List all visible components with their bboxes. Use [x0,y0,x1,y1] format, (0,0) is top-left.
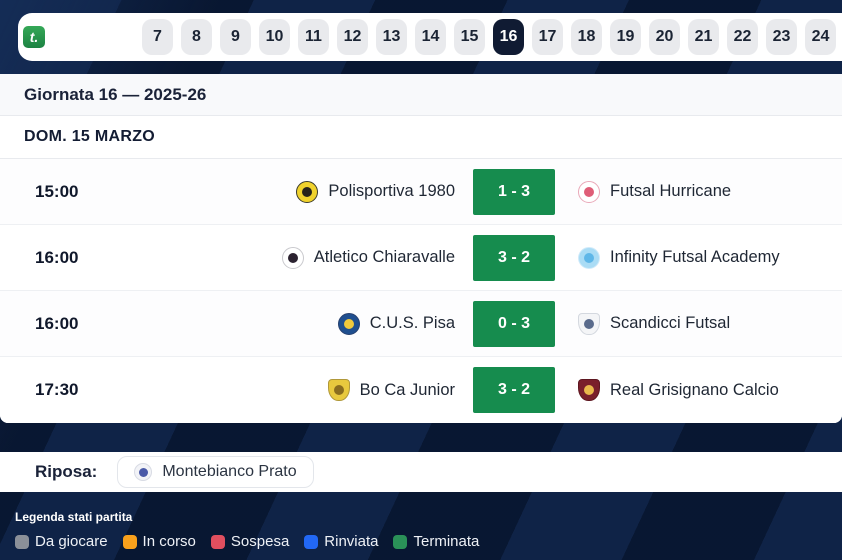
legend-label: Terminata [413,533,480,550]
legend-title: Legenda stati partita [15,510,133,524]
team-logo-polisportiva-1980-icon [296,180,319,203]
tab-matchday-16-selected[interactable]: 16 [493,19,524,55]
tab-matchday-13[interactable]: 13 [376,19,407,55]
resting-team-chip[interactable]: Montebianco Prato [117,456,314,488]
team-logo-atletico-chiaravalle-icon [281,246,304,269]
resting-label: Riposa: [35,462,98,481]
team-logo-infinity-futsal-academy-icon [578,246,600,269]
away-team: Futsal Hurricane [555,180,842,203]
tab-matchday-23[interactable]: 23 [766,19,797,55]
status-in-progress-icon [122,534,137,549]
score-badge[interactable]: 3 - 2 [473,367,555,413]
legend-item-da-giocare: Da giocare [15,533,108,550]
home-team: Bo Ca Junior [120,379,473,401]
tab-matchday-21[interactable]: 21 [688,19,719,55]
legend-label: Da giocare [35,533,108,550]
date-header: DOM. 15 MARZO [0,116,842,159]
home-team: C.U.S. Pisa [120,312,473,335]
legend-item-sospesa: Sospesa [210,533,290,550]
score-badge[interactable]: 3 - 2 [473,234,555,281]
matchday-tab-bar: t. 7 8 9 10 11 12 13 14 15 16 17 18 19 2… [18,13,842,61]
tab-matchday-9[interactable]: 9 [220,19,251,55]
tab-matchday-15[interactable]: 15 [454,19,485,55]
matchday-title-text: Giornata 16 — 2025-26 [24,84,207,104]
score-badge[interactable]: 1 - 3 [473,168,555,215]
match-row: 15:00 Polisportiva 1980 1 - 3 Futsal Hur… [0,159,842,225]
team-logo-bo-ca-junior-icon [327,379,350,401]
home-team: Polisportiva 1980 [120,180,473,203]
status-to-play-icon [15,534,29,549]
team-logo-montebianco-prato-icon [134,463,153,481]
legend-label: In corso [142,533,196,550]
results-panel: Giornata 16 — 2025-26 DOM. 15 MARZO 15:0… [0,74,842,423]
legend-label: Rinviata [324,533,379,550]
matchday-title: Giornata 16 — 2025-26 [0,74,842,116]
home-team-name[interactable]: Bo Ca Junior [359,380,455,399]
tab-matchday-24[interactable]: 24 [805,19,836,55]
team-logo-futsal-hurricane-icon [578,180,600,203]
away-team: Real Grisignano Calcio [555,379,842,401]
score-badge[interactable]: 0 - 3 [473,300,555,347]
match-time: 17:30 [35,380,79,399]
resting-team-bar: Riposa: Montebianco Prato [0,452,842,492]
tab-matchday-17[interactable]: 17 [532,19,563,55]
match-status-legend: Legenda stati partita Da giocare In cors… [15,510,479,550]
date-header-text: DOM. 15 MARZO [24,128,156,145]
legend-label: Sospesa [230,533,290,550]
legend-item-terminata: Terminata [393,533,479,550]
tab-matchday-14[interactable]: 14 [415,19,446,55]
team-logo-real-grisignano-calcio-icon [578,379,600,401]
tab-matchday-11[interactable]: 11 [298,19,329,55]
app-logo-icon[interactable]: t. [23,26,45,48]
tab-matchday-7[interactable]: 7 [142,19,173,55]
tab-matchday-8[interactable]: 8 [181,19,212,55]
home-team-name[interactable]: C.U.S. Pisa [369,314,455,332]
status-suspended-icon [210,534,225,549]
tab-matchday-18[interactable]: 18 [571,19,602,55]
away-team: Scandicci Futsal [555,312,842,335]
away-team: Infinity Futsal Academy [555,246,842,269]
away-team-name[interactable]: Infinity Futsal Academy [610,248,780,266]
tab-matchday-20[interactable]: 20 [649,19,680,55]
tab-matchday-19[interactable]: 19 [610,19,641,55]
legend-item-in-corso: In corso [122,533,196,550]
match-row: 16:00 Atletico Chiaravalle 3 - 2 Infinit… [0,225,842,291]
tab-matchday-12[interactable]: 12 [337,19,368,55]
home-team-name[interactable]: Atletico Chiaravalle [313,248,455,266]
legend-items: Da giocare In corso Sospesa Rinviata Ter… [15,533,479,550]
tab-matchday-22[interactable]: 22 [727,19,758,55]
home-team-name[interactable]: Polisportiva 1980 [328,182,455,200]
resting-team-name: Montebianco Prato [162,463,297,480]
away-team-name[interactable]: Real Grisignano Calcio [610,380,779,399]
status-postponed-icon [304,534,319,549]
status-finished-icon [393,534,408,549]
match-row: 17:30 Bo Ca Junior 3 - 2 Real Grisignano… [0,357,842,423]
legend-item-rinviata: Rinviata [304,533,378,550]
match-row: 16:00 C.U.S. Pisa 0 - 3 Scandicci Futsal [0,291,842,357]
away-team-name[interactable]: Futsal Hurricane [610,182,732,200]
match-time: 16:00 [35,313,79,333]
matchday-tabs: 7 8 9 10 11 12 13 14 15 16 17 18 19 20 2… [142,19,836,55]
team-logo-cus-pisa-icon [337,312,360,335]
team-logo-scandicci-futsal-icon [578,312,600,335]
home-team: Atletico Chiaravalle [120,246,473,269]
tab-matchday-10[interactable]: 10 [259,19,290,55]
away-team-name[interactable]: Scandicci Futsal [610,314,731,332]
match-time: 15:00 [35,181,79,201]
match-time: 16:00 [35,247,79,267]
